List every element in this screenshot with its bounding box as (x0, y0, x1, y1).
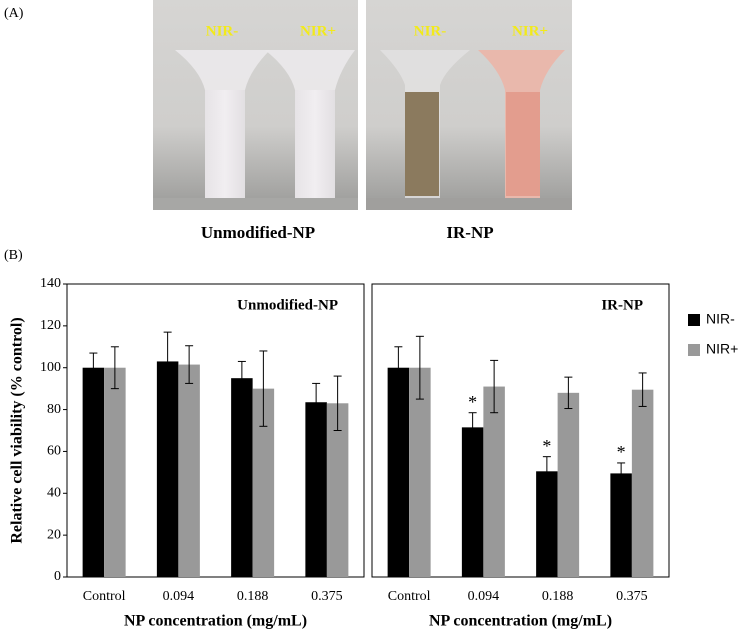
legend-label: NIR- (706, 311, 735, 327)
y-tick-label: 120 (40, 318, 61, 333)
error-bar (468, 412, 477, 443)
y-axis-label: Relative cell viability (% control) (9, 317, 26, 543)
error-bar (333, 375, 342, 431)
error-bar (163, 331, 172, 392)
x-tick-label: Control (83, 589, 126, 604)
error-bar (490, 359, 499, 414)
error-bar (312, 382, 321, 422)
photo (366, 0, 572, 210)
x-tick-label: Control (388, 589, 431, 604)
x-tick-label: 0.375 (616, 589, 648, 604)
bar (483, 386, 505, 577)
bar (305, 402, 327, 577)
bar (610, 473, 632, 577)
legend-swatch (688, 314, 700, 326)
photo-caption: IR-NP (446, 223, 493, 242)
bar (231, 378, 253, 577)
panel-label: (A) (4, 6, 24, 21)
panel-label: (B) (4, 248, 23, 263)
x-tick-label: 0.094 (468, 589, 500, 604)
y-tick-label: 140 (40, 276, 61, 291)
legend-label: NIR+ (706, 341, 738, 357)
x-tick-label: 0.375 (311, 589, 343, 604)
error-bar (185, 345, 194, 384)
legend-swatch (688, 344, 700, 356)
chart-title: IR-NP (601, 297, 643, 313)
significance-mark: * (468, 392, 477, 412)
plot-frame (371, 283, 670, 578)
photo-caption: Unmodified-NP (201, 223, 315, 242)
y-tick-label: 20 (47, 527, 61, 542)
bar (557, 392, 580, 577)
error-bar (542, 456, 551, 487)
error-bar (415, 335, 424, 400)
significance-mark: * (542, 436, 551, 456)
x-tick-label: 0.188 (542, 589, 574, 604)
bar (631, 389, 654, 577)
error-bar (259, 350, 268, 427)
y-tick-label: 60 (47, 444, 61, 459)
significance-mark: * (617, 442, 626, 462)
photo-label: NIR- (414, 23, 447, 39)
bar (252, 388, 275, 577)
x-axis-label: NP concentration (mg/mL) (124, 613, 307, 630)
x-tick-label: 0.188 (237, 589, 269, 604)
error-bar (89, 352, 98, 383)
photo-label: NIR+ (300, 23, 336, 39)
bar (156, 361, 179, 577)
y-tick-label: 80 (47, 402, 61, 417)
chart-title: Unmodified-NP (237, 297, 338, 313)
bar (387, 367, 410, 577)
photo (153, 0, 358, 210)
error-bar (617, 462, 626, 485)
bar (461, 427, 484, 577)
bar (536, 471, 558, 577)
bar (104, 367, 126, 577)
error-bar (564, 376, 573, 410)
y-tick-label: 40 (47, 486, 61, 501)
bar (409, 367, 431, 577)
photo-label: NIR+ (512, 23, 548, 39)
bar (82, 367, 105, 577)
plot-frame (66, 283, 365, 578)
y-tick-label: 100 (40, 360, 61, 375)
error-bar (394, 346, 403, 390)
x-axis-label: NP concentration (mg/mL) (429, 613, 612, 630)
y-tick-label: 0 (54, 569, 61, 584)
x-tick-label: 0.094 (163, 589, 195, 604)
bar (178, 364, 200, 577)
error-bar (638, 372, 647, 407)
photo-label: NIR- (206, 23, 239, 39)
error-bar (110, 346, 119, 390)
error-bar (237, 360, 246, 396)
bar (326, 403, 349, 577)
